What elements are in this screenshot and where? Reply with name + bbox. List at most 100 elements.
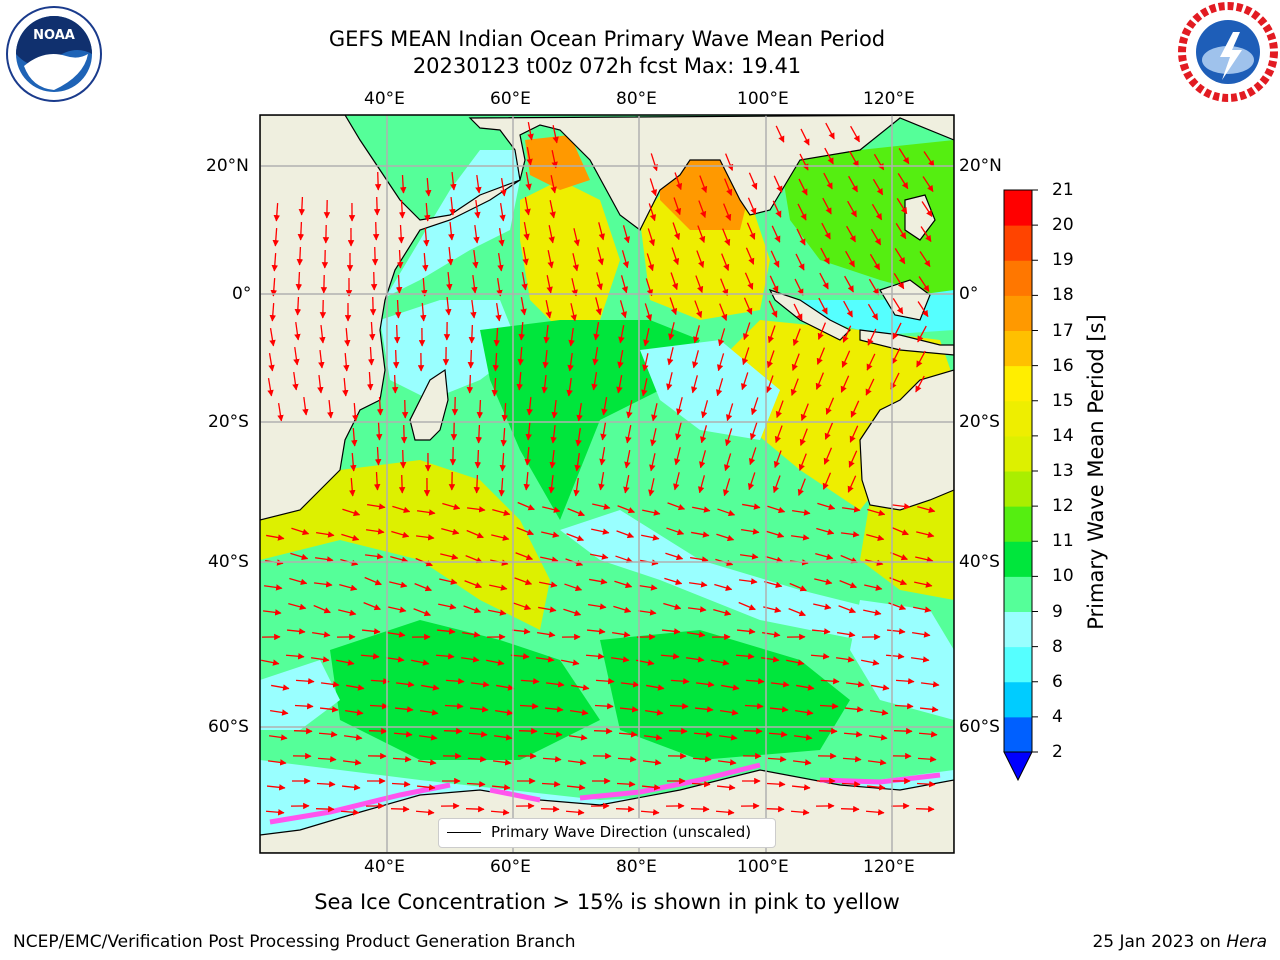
wave-direction-arrow	[440, 553, 459, 560]
wave-direction-arrow	[695, 275, 704, 294]
wave-direction-arrow	[767, 325, 776, 344]
wave-direction-arrow	[823, 172, 833, 190]
wave-direction-arrow	[500, 178, 507, 197]
wave-direction-arrow	[495, 709, 514, 716]
wave-direction-arrow	[616, 375, 623, 394]
wave-direction-arrow	[620, 275, 628, 294]
wave-direction-arrow	[389, 581, 408, 588]
colorbar-tick-label: 18	[1052, 285, 1074, 306]
wave-direction-arrow	[585, 653, 605, 660]
wave-direction-arrow	[864, 584, 883, 591]
wave-direction-arrow	[844, 706, 864, 713]
wave-direction-arrow	[342, 508, 361, 517]
wave-direction-arrow	[517, 501, 535, 511]
wave-direction-arrow	[768, 731, 788, 738]
wave-direction-arrow	[343, 352, 350, 372]
wave-direction-arrow	[475, 174, 482, 194]
wave-direction-arrow	[886, 628, 906, 635]
wave-direction-arrow	[315, 805, 335, 813]
wave-direction-arrow	[649, 453, 656, 472]
wave-direction-arrow	[723, 453, 732, 472]
wave-direction-arrow	[771, 225, 781, 243]
wave-direction-arrow	[491, 534, 510, 541]
wave-direction-arrow	[374, 171, 382, 191]
wave-direction-arrow	[395, 681, 415, 688]
lat-label-right: 40°S	[959, 552, 1000, 572]
wave-direction-arrow	[496, 278, 503, 297]
wave-direction-arrow	[722, 478, 731, 497]
wave-direction-arrow	[619, 300, 627, 319]
wave-direction-arrow	[363, 602, 381, 611]
wave-direction-arrow	[742, 503, 761, 510]
wave-direction-arrow	[336, 659, 355, 666]
wave-direction-arrow	[447, 246, 454, 266]
wave-direction-arrow	[637, 609, 657, 616]
wave-direction-arrow	[894, 702, 914, 710]
wave-direction-arrow	[915, 805, 935, 813]
wave-direction-arrow	[923, 151, 935, 168]
colorbar-tick-label: 9	[1052, 601, 1063, 622]
wave-direction-arrow	[444, 702, 464, 710]
wave-direction-arrow	[798, 178, 808, 196]
wave-direction-arrow	[667, 502, 686, 511]
wave-direction-arrow	[838, 605, 857, 614]
wave-direction-arrow	[813, 603, 832, 610]
wave-direction-arrow	[866, 353, 876, 371]
wave-direction-arrow	[639, 584, 658, 591]
lat-label-left: 0°	[232, 284, 252, 304]
wave-direction-arrow	[424, 202, 431, 222]
wave-direction-arrow	[741, 347, 750, 366]
wave-direction-arrow	[366, 371, 374, 391]
wave-direction-arrow	[268, 353, 275, 372]
wave-direction-arrow	[672, 222, 681, 241]
wave-direction-arrow	[921, 201, 933, 218]
wave-direction-arrow	[619, 706, 639, 713]
colorbar-segment	[1004, 681, 1032, 718]
wave-direction-arrow	[261, 659, 280, 666]
wave-direction-arrow	[616, 530, 635, 539]
wave-direction-arrow	[918, 276, 930, 293]
colorbar-segment	[1004, 330, 1032, 367]
wave-direction-arrow	[293, 727, 313, 735]
wave-direction-arrow	[601, 397, 608, 416]
wave-direction-arrow	[399, 449, 407, 469]
wave-direction-arrow	[745, 677, 765, 685]
wave-direction-arrow	[724, 428, 733, 447]
wave-direction-arrow	[361, 628, 381, 635]
wave-direction-arrow	[462, 631, 481, 638]
wave-direction-arrow	[824, 422, 834, 440]
svg-text:NOAA: NOAA	[33, 28, 75, 43]
wave-direction-arrow	[266, 784, 286, 791]
wave-direction-arrow	[615, 555, 634, 564]
wave-direction-arrow	[571, 278, 578, 297]
wave-direction-arrow	[420, 302, 427, 322]
wave-direction-arrow	[492, 759, 512, 766]
wave-direction-arrow	[871, 203, 883, 221]
wave-direction-arrow	[593, 727, 613, 735]
wave-direction-arrow	[721, 684, 740, 691]
wave-direction-arrow	[295, 677, 315, 685]
wave-direction-arrow	[716, 784, 736, 791]
wave-direction-arrow	[723, 203, 732, 221]
wave-direction-arrow	[590, 553, 609, 560]
wave-direction-arrow	[398, 474, 406, 494]
wave-direction-arrow	[842, 755, 862, 763]
wave-direction-arrow	[575, 428, 582, 447]
wave-direction-arrow	[766, 530, 785, 539]
footer-date-text: 25 Jan 2023 on	[1092, 932, 1227, 952]
wave-direction-arrow	[916, 350, 926, 368]
wave-direction-arrow	[866, 784, 886, 791]
wave-direction-arrow	[441, 528, 460, 535]
wave-direction-arrow	[316, 780, 336, 788]
wave-direction-arrow	[465, 805, 485, 813]
graticule	[260, 115, 954, 853]
wave-direction-arrow	[376, 396, 384, 416]
wave-direction-arrow	[570, 303, 577, 322]
wave-direction-arrow	[913, 606, 932, 613]
wave-direction-arrow	[626, 400, 633, 419]
wave-direction-arrow	[496, 684, 515, 691]
wave-direction-arrow	[845, 250, 855, 268]
wave-direction-arrow	[789, 582, 807, 592]
wave-direction-arrow	[742, 322, 751, 341]
wave-direction-arrow	[841, 780, 861, 788]
